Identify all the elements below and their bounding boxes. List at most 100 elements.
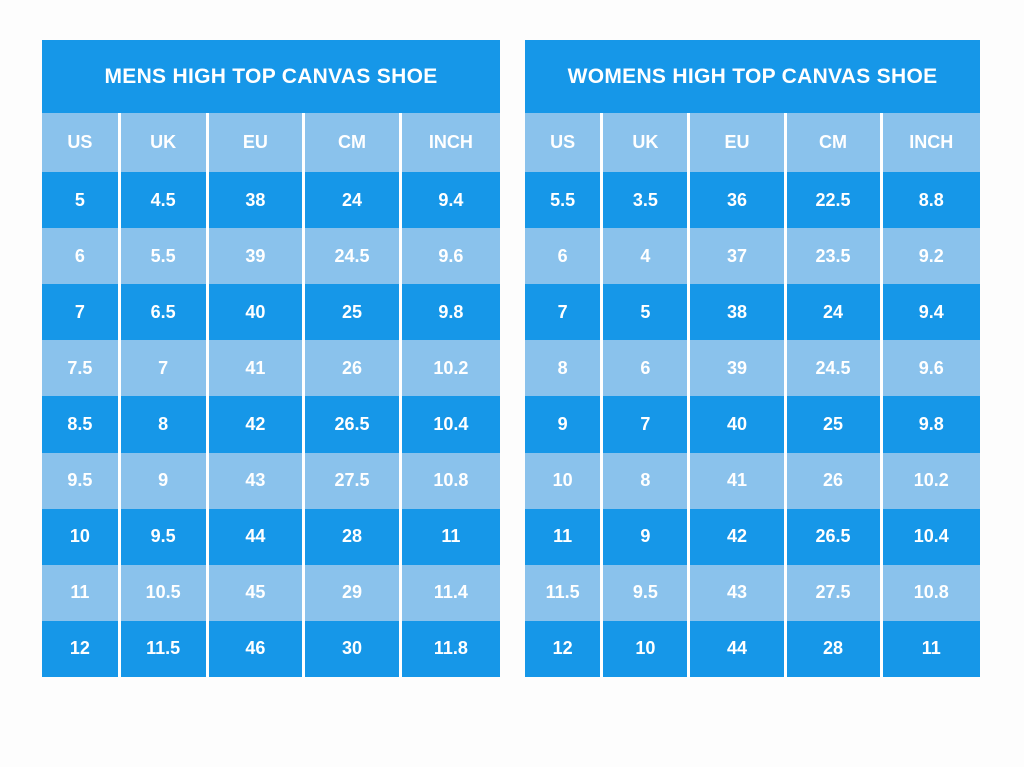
table-row: 11 9 42 26.5 10.4 — [525, 508, 980, 565]
table-row: 7 6.5 40 25 9.8 — [42, 284, 500, 341]
table-cell: 42 — [205, 396, 303, 453]
table-row: 12 10 44 28 11 — [525, 620, 980, 677]
table-row: 7.5 7 41 26 10.2 — [42, 340, 500, 397]
table-cell: 6 — [525, 228, 601, 285]
table-cell: 8 — [117, 396, 206, 453]
table-cell: 7 — [600, 396, 688, 453]
table-row: 5 4.5 38 24 9.4 — [42, 172, 500, 229]
table-cell: 10 — [525, 452, 601, 509]
column-header-eu: EU — [687, 113, 784, 172]
table-cell: 6.5 — [117, 284, 206, 341]
table-cell: 24.5 — [783, 340, 880, 397]
table-cell: 38 — [687, 284, 784, 341]
column-header-uk: UK — [600, 113, 688, 172]
table-cell: 28 — [302, 508, 399, 565]
table-row: 9.5 9 43 27.5 10.8 — [42, 452, 500, 509]
table-cell: 7 — [42, 284, 118, 341]
table-cell: 3.5 — [600, 172, 688, 229]
table-cell: 11.5 — [525, 564, 601, 621]
table-cell: 12 — [42, 620, 118, 677]
table-cell: 10.2 — [398, 340, 500, 397]
table-cell: 7 — [117, 340, 206, 397]
table-cell: 22.5 — [783, 172, 880, 229]
mens-table-body: 5 4.5 38 24 9.4 6 5.5 39 24.5 9.6 7 6.5 40 25 9.8 7.5 7 4… — [42, 172, 500, 677]
table-row: 12 11.5 46 30 11.8 — [42, 620, 500, 677]
table-cell: 45 — [205, 564, 303, 621]
table-cell: 9.6 — [879, 340, 980, 397]
column-header-us: US — [525, 113, 601, 172]
table-cell: 23.5 — [783, 228, 880, 285]
table-cell: 26.5 — [783, 508, 880, 565]
table-row: 10 8 41 26 10.2 — [525, 452, 980, 509]
table-cell: 27.5 — [783, 564, 880, 621]
table-cell: 11.4 — [398, 564, 500, 621]
table-cell: 43 — [687, 564, 784, 621]
table-cell: 10.5 — [117, 564, 206, 621]
mens-size-table: MENS HIGH TOP CANVAS SHOE US UK EU CM INCH 5… — [42, 40, 500, 677]
table-cell: 9.8 — [879, 396, 980, 453]
table-cell: 9.5 — [600, 564, 688, 621]
table-row: 9 7 40 25 9.8 — [525, 396, 980, 453]
table-cell: 9 — [600, 508, 688, 565]
table-cell: 4 — [600, 228, 688, 285]
table-cell: 41 — [205, 340, 303, 397]
table-cell: 10 — [600, 620, 688, 677]
table-cell: 7 — [525, 284, 601, 341]
table-cell: 8.5 — [42, 396, 118, 453]
table-row: 6 4 37 23.5 9.2 — [525, 228, 980, 285]
table-cell: 24.5 — [302, 228, 399, 285]
table-cell: 11 — [879, 620, 980, 677]
table-cell: 24 — [783, 284, 880, 341]
table-cell: 25 — [783, 396, 880, 453]
table-cell: 10.2 — [879, 452, 980, 509]
table-cell: 36 — [687, 172, 784, 229]
table-cell: 38 — [205, 172, 303, 229]
table-cell: 5 — [42, 172, 118, 229]
table-row: 6 5.5 39 24.5 9.6 — [42, 228, 500, 285]
table-cell: 41 — [687, 452, 784, 509]
column-header-inch: INCH — [398, 113, 500, 172]
table-cell: 9.8 — [398, 284, 500, 341]
table-cell: 11 — [42, 564, 118, 621]
table-cell: 40 — [205, 284, 303, 341]
table-row: 11.5 9.5 43 27.5 10.8 — [525, 564, 980, 621]
table-cell: 11 — [398, 508, 500, 565]
table-cell: 8.8 — [879, 172, 980, 229]
table-cell: 40 — [687, 396, 784, 453]
table-cell: 43 — [205, 452, 303, 509]
table-cell: 37 — [687, 228, 784, 285]
column-header-eu: EU — [205, 113, 303, 172]
mens-table-title: MENS HIGH TOP CANVAS SHOE — [42, 40, 500, 113]
table-cell: 9.6 — [398, 228, 500, 285]
table-cell: 39 — [205, 228, 303, 285]
table-cell: 26 — [302, 340, 399, 397]
table-cell: 11.5 — [117, 620, 206, 677]
table-cell: 10.8 — [398, 452, 500, 509]
table-cell: 11.8 — [398, 620, 500, 677]
table-cell: 10.8 — [879, 564, 980, 621]
table-cell: 44 — [687, 620, 784, 677]
column-header-us: US — [42, 113, 118, 172]
column-header-cm: CM — [302, 113, 399, 172]
table-cell: 10 — [42, 508, 118, 565]
table-cell: 8 — [600, 452, 688, 509]
table-cell: 5.5 — [117, 228, 206, 285]
table-cell: 4.5 — [117, 172, 206, 229]
table-cell: 5.5 — [525, 172, 601, 229]
table-cell: 6 — [600, 340, 688, 397]
table-cell: 5 — [600, 284, 688, 341]
table-cell: 9.5 — [42, 452, 118, 509]
table-row: 10 9.5 44 28 11 — [42, 508, 500, 565]
table-cell: 39 — [687, 340, 784, 397]
table-cell: 11 — [525, 508, 601, 565]
table-cell: 27.5 — [302, 452, 399, 509]
mens-header-row: US UK EU CM INCH — [42, 113, 500, 172]
table-cell: 25 — [302, 284, 399, 341]
table-cell: 6 — [42, 228, 118, 285]
table-cell: 28 — [783, 620, 880, 677]
table-cell: 9 — [525, 396, 601, 453]
table-cell: 29 — [302, 564, 399, 621]
table-cell: 9.4 — [398, 172, 500, 229]
column-header-uk: UK — [117, 113, 206, 172]
